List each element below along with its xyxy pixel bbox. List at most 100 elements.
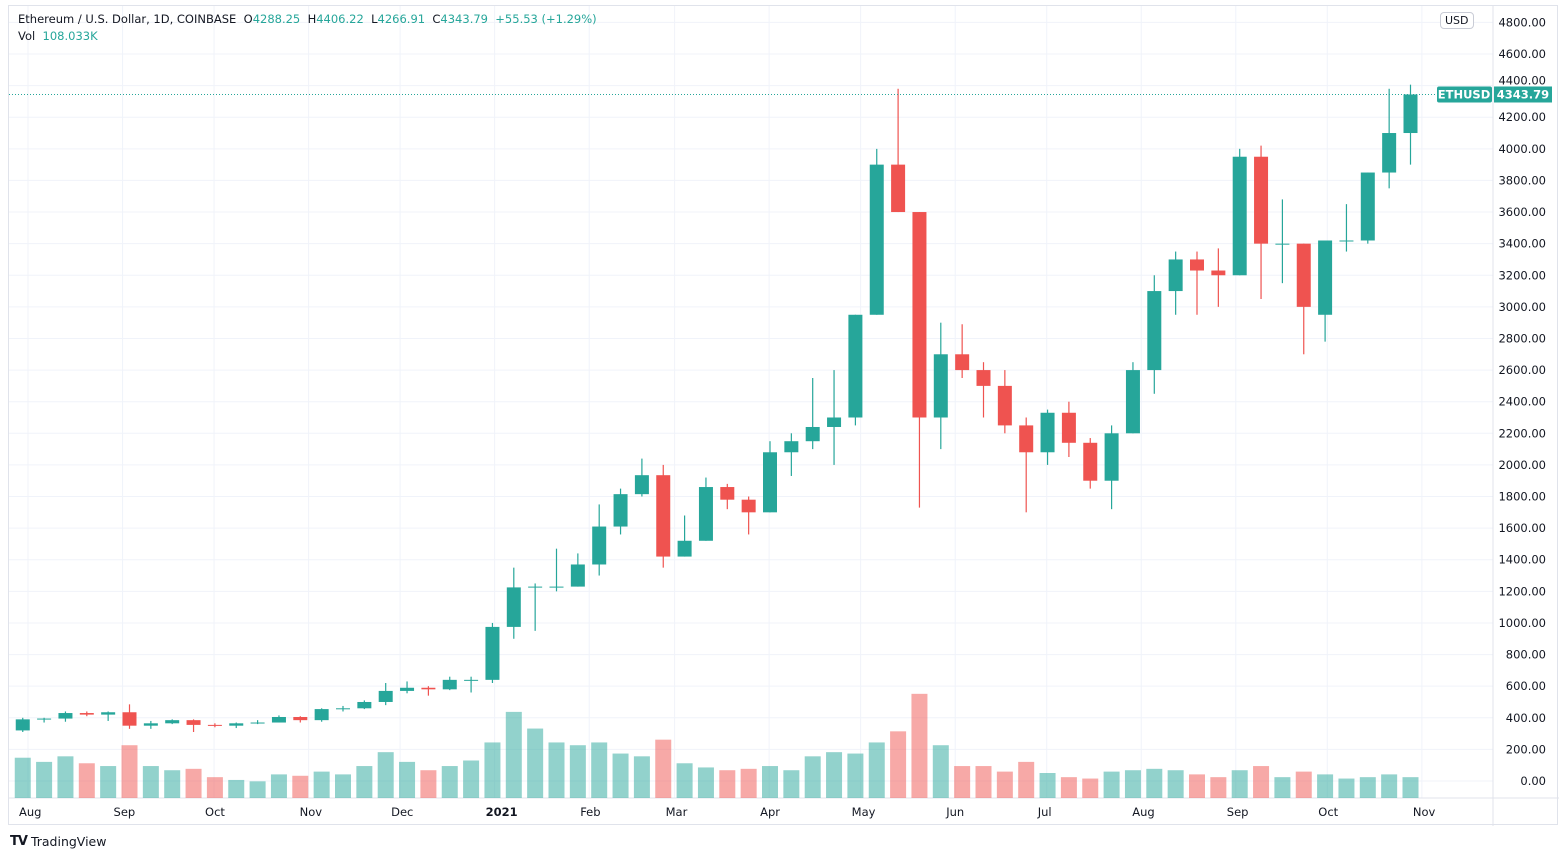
candle-body[interactable] xyxy=(1275,243,1290,245)
candle-body[interactable] xyxy=(805,426,820,442)
candle-body[interactable] xyxy=(741,499,756,513)
candle-body[interactable] xyxy=(1147,291,1162,371)
candle-body[interactable] xyxy=(848,314,863,418)
candle-body[interactable] xyxy=(485,626,500,680)
candle-body[interactable] xyxy=(827,417,842,427)
volume-bar xyxy=(676,763,693,798)
candle-body[interactable] xyxy=(549,586,564,588)
candle-body[interactable] xyxy=(1061,412,1076,443)
candle-body[interactable] xyxy=(1360,172,1375,241)
time-axis-label: Dec xyxy=(391,805,413,819)
candle-body[interactable] xyxy=(955,354,970,371)
candle-body[interactable] xyxy=(1083,442,1098,481)
price-axis-label: 4000.00 xyxy=(1498,142,1546,156)
candle-body[interactable] xyxy=(592,526,607,565)
candle-body[interactable] xyxy=(976,370,991,386)
candle-body[interactable] xyxy=(506,587,521,627)
candle-body[interactable] xyxy=(122,712,137,726)
volume-label[interactable]: Vol xyxy=(18,29,36,43)
candle-body[interactable] xyxy=(763,452,777,513)
candle-body[interactable] xyxy=(1296,243,1311,307)
candle-body[interactable] xyxy=(186,720,201,725)
candle-body[interactable] xyxy=(1254,156,1269,244)
volume-bar xyxy=(335,774,351,798)
candle-body[interactable] xyxy=(101,712,116,715)
candle-body[interactable] xyxy=(1211,270,1226,276)
candle-body[interactable] xyxy=(1382,133,1397,173)
time-axis-label: Mar xyxy=(666,805,688,819)
volume-bar xyxy=(185,768,202,798)
candle-body[interactable] xyxy=(1318,240,1333,315)
volume-bar xyxy=(996,771,1013,798)
volume-bar xyxy=(1231,770,1248,798)
candle-body[interactable] xyxy=(1403,94,1418,134)
candle-body[interactable] xyxy=(271,716,286,723)
candle-body[interactable] xyxy=(528,586,543,588)
candle-body[interactable] xyxy=(1104,433,1119,481)
candle-body[interactable] xyxy=(634,475,649,495)
candle-body[interactable] xyxy=(891,164,906,213)
volume-bar xyxy=(1167,770,1184,798)
volume-bar xyxy=(377,752,394,798)
candle-body[interactable] xyxy=(15,719,30,731)
price-axis-label: 4800.00 xyxy=(1498,15,1546,29)
candle-body[interactable] xyxy=(165,720,180,724)
candle-body[interactable] xyxy=(1339,240,1354,242)
volume-value: 108.033K xyxy=(42,29,98,43)
candle-body[interactable] xyxy=(79,713,94,715)
volume-bar xyxy=(1039,773,1056,798)
candle-body[interactable] xyxy=(720,487,735,500)
candle-body[interactable] xyxy=(229,723,244,726)
currency-button[interactable]: USD xyxy=(1440,12,1474,29)
time-axis-label: Aug xyxy=(19,805,41,819)
candle-body[interactable] xyxy=(207,724,222,726)
candle-body[interactable] xyxy=(37,718,52,720)
volume-bar xyxy=(932,745,949,798)
candle-body[interactable] xyxy=(997,385,1012,426)
price-axis-label: 400.00 xyxy=(1506,711,1546,725)
candle-body[interactable] xyxy=(933,354,948,418)
candle-body[interactable] xyxy=(400,687,415,691)
candle-body[interactable] xyxy=(1168,259,1183,292)
candle-body[interactable] xyxy=(1125,370,1140,434)
volume-bar xyxy=(1082,778,1099,798)
candle-body[interactable] xyxy=(1232,156,1247,276)
candle-body[interactable] xyxy=(442,679,457,690)
candle-body[interactable] xyxy=(1040,412,1055,453)
candle-body[interactable] xyxy=(336,708,350,710)
volume-legend: Vol 108.033K xyxy=(18,29,98,43)
candle-body[interactable] xyxy=(613,494,628,527)
candle-body[interactable] xyxy=(1019,425,1034,453)
time-axis-label: Apr xyxy=(760,805,780,819)
candle-body[interactable] xyxy=(656,475,671,557)
volume-bar xyxy=(270,774,287,798)
footer-branding[interactable]: TV TradingView xyxy=(10,834,106,849)
candle-body[interactable] xyxy=(464,679,479,681)
candle-body[interactable] xyxy=(912,212,927,418)
volume-bar xyxy=(804,756,821,798)
candle-body[interactable] xyxy=(143,723,158,726)
candlestick-chart[interactable]: 0.00 200.00 400.00 600.00 800.00 1000.00 1200.… xyxy=(9,6,1559,826)
candle-body[interactable] xyxy=(1190,259,1204,271)
volume-bar xyxy=(121,745,138,798)
candle-body[interactable] xyxy=(784,441,799,453)
candle-body[interactable] xyxy=(58,713,73,719)
candle-body[interactable] xyxy=(570,564,585,587)
candle-body[interactable] xyxy=(421,687,436,690)
candle-body[interactable] xyxy=(293,716,308,721)
volume-bar xyxy=(78,763,95,798)
candle-body[interactable] xyxy=(378,690,393,702)
candle-body[interactable] xyxy=(250,722,265,724)
candle-body[interactable] xyxy=(869,164,884,315)
time-axis-label: Aug xyxy=(1132,805,1154,819)
candle-body[interactable] xyxy=(314,709,329,721)
symbol-title[interactable]: Ethereum / U.S. Dollar, 1D, COINBASE xyxy=(18,12,237,26)
price-axis-label: 2400.00 xyxy=(1498,395,1546,409)
volume-bar xyxy=(1295,771,1312,798)
candle-body[interactable] xyxy=(357,701,372,709)
volume-bar xyxy=(1060,777,1077,798)
price-axis-label: 1000.00 xyxy=(1498,616,1546,630)
candle-body[interactable] xyxy=(698,487,713,541)
volume-bar xyxy=(36,761,53,798)
candle-body[interactable] xyxy=(677,540,692,557)
